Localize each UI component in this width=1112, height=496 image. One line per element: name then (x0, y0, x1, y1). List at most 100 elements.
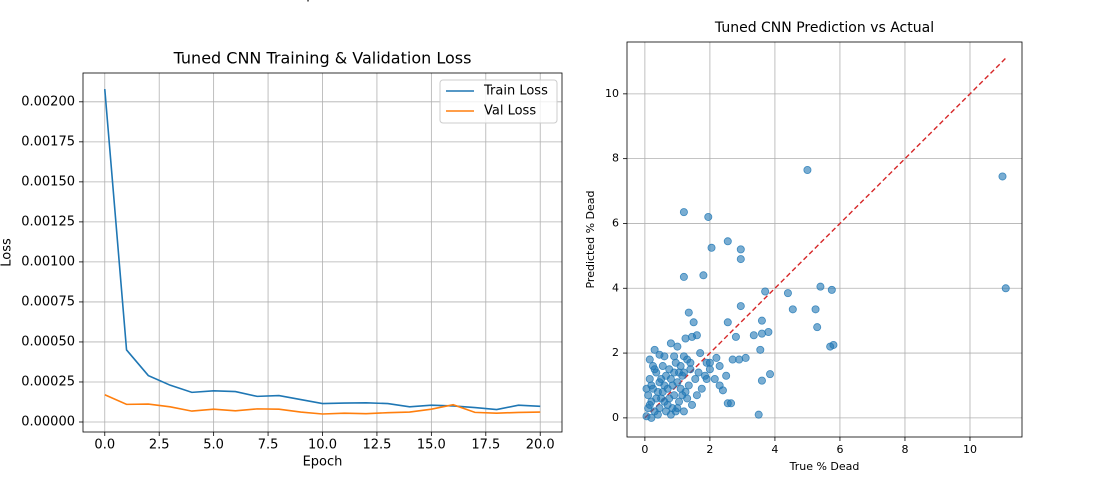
point (723, 237, 732, 246)
y-tick-label: 4 (612, 281, 619, 294)
chart-title: Tuned CNN Training & Validation Loss (173, 49, 472, 68)
y-tick-label: 0.00025 (21, 374, 75, 389)
point (670, 352, 679, 361)
point (707, 243, 716, 252)
point (766, 370, 775, 379)
point (723, 399, 732, 408)
plot-frame (82, 72, 563, 433)
point (710, 374, 719, 383)
y-tick-label: 0.00125 (21, 214, 75, 229)
point (679, 208, 688, 217)
point (829, 340, 838, 349)
y-tick-label: 10 (605, 87, 619, 100)
point (645, 400, 654, 409)
reference-line (644, 57, 1007, 419)
x-tick-label: 8 (901, 443, 908, 456)
point (788, 305, 797, 314)
point (736, 255, 745, 264)
point (699, 271, 708, 280)
point (813, 323, 822, 332)
y-tick-label: 8 (612, 152, 619, 165)
point (827, 285, 836, 294)
point (642, 384, 651, 393)
point (686, 358, 695, 367)
point (694, 368, 703, 377)
point (658, 362, 667, 371)
point (697, 384, 706, 393)
point (702, 374, 711, 383)
point (644, 391, 653, 400)
point (658, 387, 667, 396)
point (712, 353, 721, 362)
point (652, 394, 661, 403)
point (649, 362, 658, 371)
point (681, 334, 690, 343)
point (715, 362, 724, 371)
point (761, 287, 770, 296)
point (803, 165, 812, 174)
point (655, 404, 664, 413)
point (757, 329, 766, 338)
y-axis-label: Predicted % Dead (584, 190, 597, 288)
point (736, 245, 745, 254)
x-axis-label: True % Dead (789, 460, 860, 473)
point (998, 172, 1007, 181)
x-tick-label: 6 (836, 443, 843, 456)
x-tick-label: 15.0 (417, 438, 446, 453)
y-tick-label: 0 (612, 411, 619, 424)
y-tick-label: 0.00075 (21, 294, 75, 309)
x-tick-label: 5.0 (203, 438, 224, 453)
point (689, 318, 698, 327)
point (673, 342, 682, 351)
point (653, 410, 662, 419)
y-tick-label: 0.00200 (21, 94, 75, 109)
point (675, 368, 684, 377)
x-tick-label: 0.0 (94, 438, 115, 453)
x-tick-label: 7.5 (258, 438, 279, 453)
point (676, 362, 685, 371)
series-line (103, 88, 541, 411)
point (662, 371, 671, 380)
point (757, 316, 766, 325)
point (754, 410, 763, 419)
x-tick-label: 10 (963, 443, 977, 456)
chart-title: Tuned CNN Prediction vs Actual (714, 20, 934, 36)
x-tick-label: 12.5 (362, 438, 391, 453)
point (718, 386, 727, 395)
y-axis-label: Loss (0, 238, 15, 267)
point (668, 381, 677, 390)
point (688, 400, 697, 409)
point (705, 365, 714, 374)
point (666, 339, 675, 348)
point (660, 352, 669, 361)
point (1001, 284, 1010, 293)
cropped-label: Epoch (298, 0, 338, 3)
point (692, 391, 701, 400)
point (756, 345, 765, 354)
point (741, 353, 750, 362)
plot-frame (626, 41, 1023, 438)
point (684, 381, 693, 390)
y-tick-label: 6 (612, 216, 619, 229)
y-tick-label: 0.00150 (21, 174, 75, 189)
point (678, 391, 687, 400)
point (731, 332, 740, 341)
x-axis-label: Epoch (303, 455, 343, 470)
point (736, 302, 745, 311)
point (671, 407, 680, 416)
y-tick-label: 0.00100 (21, 254, 75, 269)
point (811, 305, 820, 314)
point (650, 345, 659, 354)
x-tick-label: 4 (771, 443, 778, 456)
point (684, 308, 693, 317)
point (645, 374, 654, 383)
series-line (104, 394, 541, 415)
x-tick-label: 0 (641, 443, 648, 456)
x-tick-label: 2 (706, 443, 713, 456)
x-tick-label: 2.5 (149, 438, 170, 453)
x-tick-label: 20.0 (526, 438, 555, 453)
point (696, 349, 705, 358)
point (679, 272, 688, 281)
point (764, 328, 773, 337)
